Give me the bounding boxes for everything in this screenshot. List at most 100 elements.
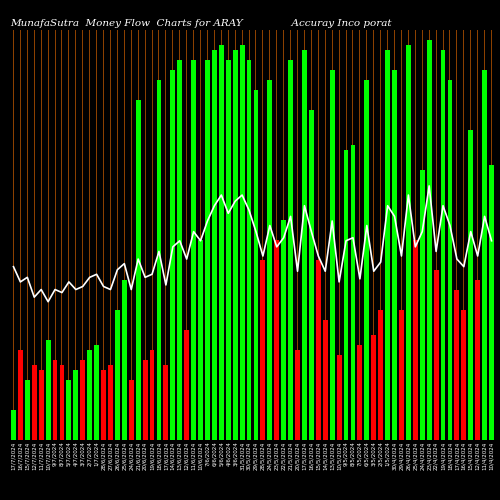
Bar — [366, 30, 368, 440]
Bar — [413, 240, 418, 440]
Bar — [219, 45, 224, 440]
Bar — [150, 350, 154, 440]
Bar — [172, 30, 174, 440]
Bar — [136, 100, 140, 440]
Bar — [302, 50, 307, 440]
Bar — [276, 30, 278, 440]
Bar — [489, 165, 494, 440]
Bar — [440, 50, 446, 440]
Bar — [226, 60, 230, 440]
Bar — [68, 30, 70, 440]
Bar — [18, 350, 23, 440]
Bar — [198, 240, 203, 440]
Bar — [442, 30, 444, 440]
Bar — [101, 370, 106, 440]
Bar — [254, 90, 258, 440]
Bar — [385, 50, 390, 440]
Bar — [338, 30, 340, 440]
Bar — [233, 50, 237, 440]
Bar — [274, 240, 279, 440]
Bar — [46, 340, 51, 440]
Bar — [373, 30, 374, 440]
Bar — [401, 30, 402, 440]
Bar — [88, 350, 92, 440]
Bar — [415, 30, 416, 440]
Bar — [456, 30, 458, 440]
Bar — [304, 30, 305, 440]
Bar — [364, 80, 369, 440]
Bar — [392, 70, 397, 440]
Bar — [482, 70, 487, 440]
Bar — [130, 30, 132, 440]
Bar — [288, 60, 293, 440]
Bar — [122, 280, 126, 440]
Bar — [156, 80, 162, 440]
Bar — [66, 380, 71, 440]
Bar — [448, 80, 452, 440]
Bar — [240, 45, 244, 440]
Bar — [94, 345, 99, 440]
Bar — [200, 30, 201, 440]
Bar — [212, 50, 217, 440]
Bar — [484, 30, 485, 440]
Bar — [282, 220, 286, 440]
Bar — [158, 30, 160, 440]
Text: MunafaSutra  Money Flow  Charts for ARAY               Accuray Inco porat: MunafaSutra Money Flow Charts for ARAY A… — [10, 19, 392, 28]
Bar — [290, 30, 291, 440]
Bar — [82, 30, 84, 440]
Bar — [191, 60, 196, 440]
Bar — [318, 30, 319, 440]
Bar — [262, 30, 264, 440]
Bar — [74, 370, 78, 440]
Bar — [248, 30, 250, 440]
Bar — [124, 30, 125, 440]
Bar — [358, 345, 362, 440]
Bar — [89, 30, 90, 440]
Bar — [40, 30, 42, 440]
Bar — [297, 30, 298, 440]
Bar — [378, 310, 383, 440]
Bar — [32, 365, 36, 440]
Bar — [205, 60, 210, 440]
Bar — [103, 30, 104, 440]
Bar — [110, 30, 111, 440]
Bar — [350, 145, 356, 440]
Bar — [207, 30, 208, 440]
Bar — [462, 310, 466, 440]
Bar — [344, 150, 348, 440]
Bar — [295, 350, 300, 440]
Bar — [422, 30, 423, 440]
Bar — [129, 380, 134, 440]
Bar — [27, 30, 28, 440]
Bar — [468, 130, 473, 440]
Bar — [330, 70, 334, 440]
Bar — [193, 30, 194, 440]
Bar — [268, 80, 272, 440]
Bar — [60, 365, 64, 440]
Bar — [11, 410, 16, 440]
Bar — [387, 30, 388, 440]
Bar — [420, 170, 424, 440]
Bar — [20, 30, 21, 440]
Bar — [380, 30, 381, 440]
Bar — [142, 360, 148, 440]
Bar — [399, 310, 404, 440]
Bar — [311, 30, 312, 440]
Bar — [96, 30, 97, 440]
Bar — [117, 30, 118, 440]
Bar — [179, 30, 180, 440]
Bar — [13, 30, 14, 440]
Bar — [477, 30, 478, 440]
Bar — [221, 30, 222, 440]
Bar — [34, 30, 35, 440]
Bar — [164, 365, 168, 440]
Bar — [234, 30, 236, 440]
Bar — [324, 30, 326, 440]
Bar — [108, 365, 113, 440]
Bar — [476, 280, 480, 440]
Bar — [406, 45, 411, 440]
Bar — [246, 60, 252, 440]
Bar — [144, 30, 146, 440]
Bar — [184, 330, 189, 440]
Bar — [170, 70, 175, 440]
